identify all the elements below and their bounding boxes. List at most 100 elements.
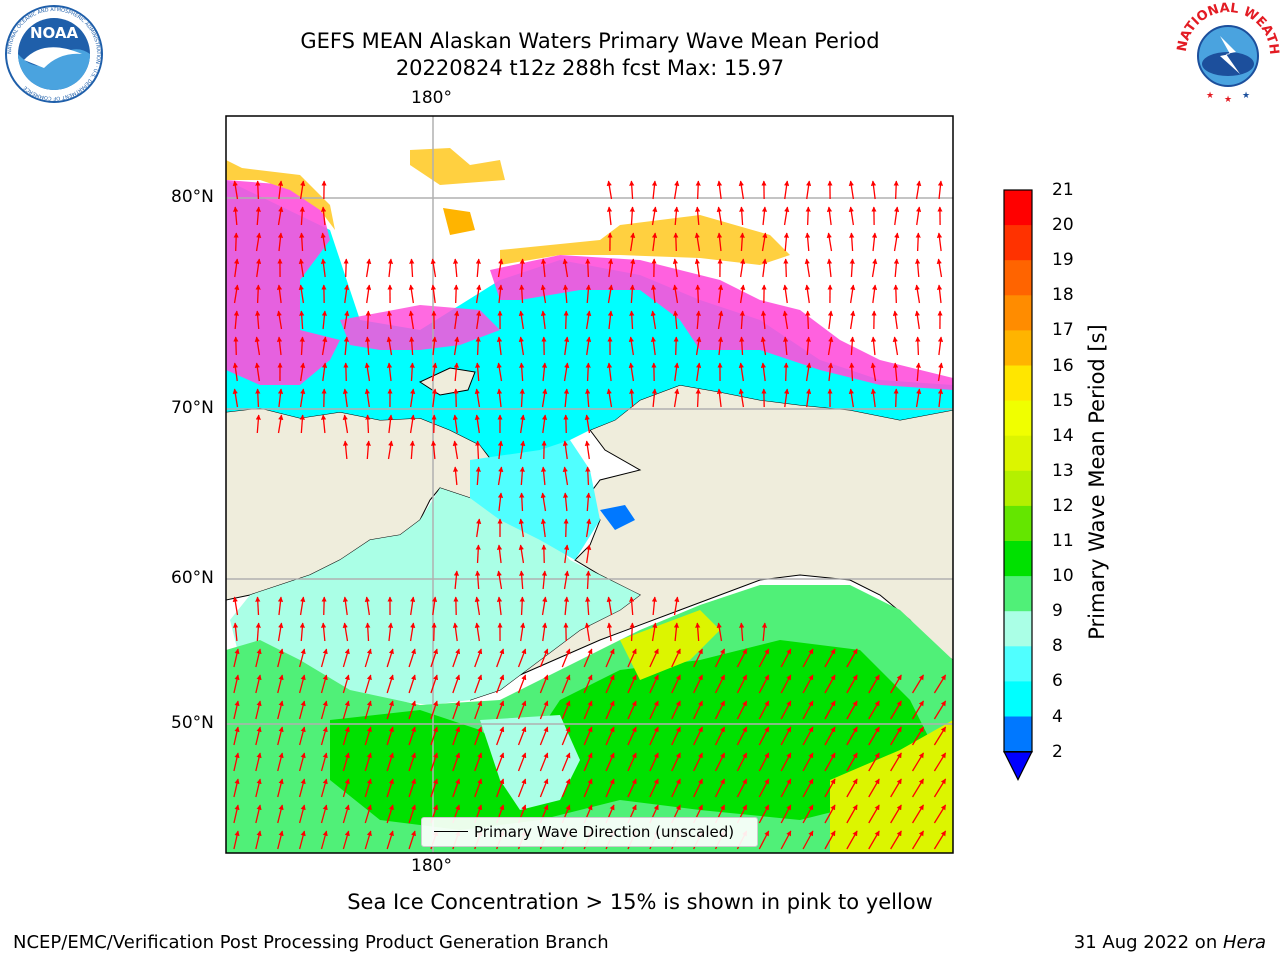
wave-arrow: [583, 674, 593, 694]
wave-arrow: [606, 362, 613, 382]
wave-arrow: [892, 310, 898, 330]
wave-arrow: [298, 700, 306, 720]
wave-arrow: [386, 362, 393, 382]
wave-arrow: [562, 258, 569, 278]
ice-pink-east: [490, 255, 953, 390]
wave-arrow: [233, 284, 240, 304]
wave-arrow: [584, 440, 590, 460]
wave-arrow: [496, 752, 505, 772]
wave-arrow: [298, 284, 305, 304]
wave-arrow: [540, 492, 547, 512]
wave-arrow: [387, 440, 394, 460]
wave-arrow: [584, 622, 591, 642]
wave-arrow: [277, 622, 284, 642]
wave-arrow: [693, 700, 703, 720]
wave-arrow: [937, 388, 944, 408]
wave-arrow: [518, 310, 525, 330]
wave-arrow: [761, 258, 768, 278]
wave-arrow: [695, 388, 701, 408]
wave-arrow: [276, 284, 283, 304]
wave-arrow: [693, 778, 703, 798]
wave-arrow: [497, 466, 504, 486]
wave-arrow: [365, 440, 371, 460]
wave-arrow: [474, 648, 483, 668]
wave-arrow: [298, 752, 306, 772]
colorbar-band: [1004, 646, 1032, 682]
colorbar-tick-label: 11: [1052, 531, 1074, 551]
wave-arrow: [430, 674, 439, 694]
wave-arrow: [761, 232, 768, 252]
wave-arrow: [933, 830, 947, 850]
wave-arrow: [583, 752, 593, 772]
wave-arrow: [474, 778, 483, 798]
wave-arrow: [761, 206, 768, 226]
wave-arrow: [583, 700, 593, 720]
wave-arrow: [299, 206, 305, 226]
wave-arrow: [849, 258, 855, 278]
colorbar-extend-arrow: [1003, 751, 1033, 781]
wave-arrow: [890, 752, 902, 772]
wave-arrow: [693, 648, 703, 668]
wave-arrow: [366, 284, 372, 304]
wave-arrow: [255, 414, 261, 434]
wave-arrow: [430, 440, 437, 460]
wave-arrow: [474, 622, 480, 642]
wave-arrow: [849, 310, 856, 330]
wave-arrow: [234, 258, 240, 278]
wave-arrow: [629, 388, 635, 408]
wave-arrow: [232, 596, 239, 616]
wave-arrow: [629, 180, 635, 200]
wave-arrow: [585, 284, 591, 304]
wave-arrow: [342, 596, 348, 616]
wave-arrow: [497, 492, 504, 512]
wave-arrow: [649, 674, 659, 694]
wave-arrow: [871, 258, 878, 278]
wave-arrow: [277, 648, 284, 668]
wave-arrow: [695, 284, 701, 304]
wave-arrow: [277, 180, 284, 200]
wave-arrow: [320, 258, 327, 278]
colorbar-tick-label: 9: [1052, 601, 1063, 622]
wave-arrow: [342, 752, 350, 772]
wave-arrow: [694, 258, 700, 278]
wave-arrow: [892, 336, 899, 356]
wave-arrow: [497, 258, 504, 278]
wave-arrow: [911, 830, 925, 850]
wave-direction-arrows: [232, 180, 947, 850]
wave-arrow: [342, 414, 349, 434]
wave-arrow: [827, 362, 834, 382]
wave-arrow: [409, 258, 415, 278]
wave-arrow: [780, 830, 792, 850]
wave-arrow: [298, 726, 306, 746]
wave-arrow: [430, 752, 439, 772]
wave-arrow: [628, 362, 635, 382]
wave-arrow: [783, 232, 789, 252]
wave-arrow: [342, 388, 348, 408]
wave-arrow: [232, 622, 239, 642]
colorbar-band: [1004, 260, 1032, 296]
wave-arrow: [320, 206, 327, 226]
wave-arrow: [453, 258, 459, 278]
wave-arrow: [824, 674, 836, 694]
wave-arrow: [408, 674, 416, 694]
wave-arrow: [321, 336, 328, 356]
wave-arrow: [320, 752, 328, 772]
wave-arrow: [474, 752, 483, 772]
wave-arrow: [717, 336, 724, 356]
wave-arrow: [911, 778, 925, 798]
wave-arrow: [517, 648, 527, 668]
wave-arrow: [430, 778, 439, 798]
wave-arrow: [452, 674, 461, 694]
wave-arrow: [431, 388, 438, 408]
wave-arrow: [848, 388, 855, 408]
wave-arrow: [783, 362, 789, 382]
wave-arrow: [870, 388, 877, 408]
wave-arrow: [936, 232, 943, 252]
wave-arrow: [585, 258, 591, 278]
wave-arrow: [540, 284, 547, 304]
wave-arrow: [541, 596, 548, 616]
wave-arrow: [496, 648, 505, 668]
wave-arrow: [716, 232, 723, 252]
wave-arrow: [517, 674, 527, 694]
wave-arrow: [277, 830, 284, 850]
